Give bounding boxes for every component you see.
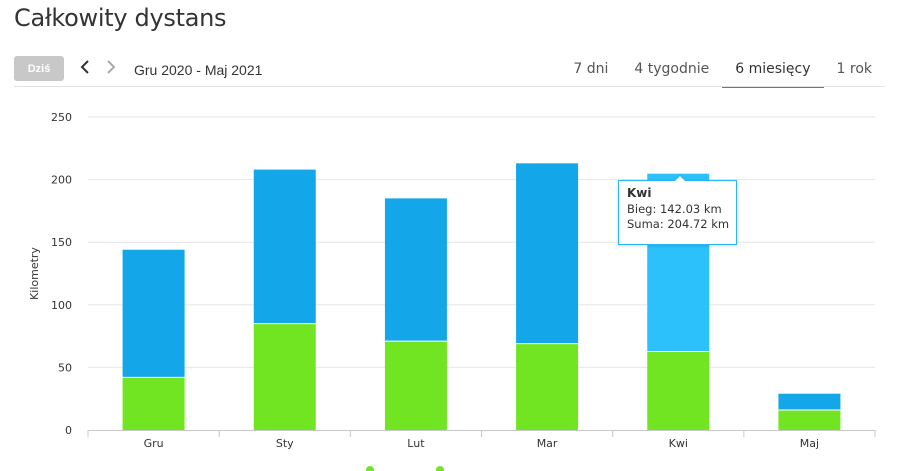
bar-segment-bottom <box>122 377 185 430</box>
period-tabs: 7 dni 4 tygodnie 6 miesięcy 1 rok <box>560 52 885 88</box>
y-tick-label: 100 <box>51 299 72 312</box>
y-tick-label: 200 <box>51 174 72 187</box>
y-tick-label: 250 <box>51 111 72 124</box>
tab-6-months[interactable]: 6 miesięcy <box>722 52 824 88</box>
chart-tooltip: Kwi Bieg: 142.03 km Suma: 204.72 km <box>618 174 737 245</box>
tooltip-total-value: Suma: 204.72 km <box>627 217 730 231</box>
bar-segment-top <box>516 163 579 344</box>
bar-segment-top <box>384 198 447 342</box>
tab-4-weeks[interactable]: 4 tygodnie <box>634 61 710 77</box>
y-tick-label: 150 <box>51 236 72 249</box>
x-tick-label: Sty <box>276 437 294 450</box>
chevron-left-icon[interactable] <box>77 58 93 76</box>
x-tick-label: Lut <box>407 437 425 450</box>
bar-segment-top <box>122 249 185 378</box>
bar-segment-bottom <box>778 409 841 430</box>
y-tick-label: 0 <box>65 424 72 437</box>
bar-segment-top <box>253 169 316 324</box>
today-button[interactable]: Dziś <box>14 56 64 81</box>
chart-toolbar: Dziś Gru 2020 - Maj 2021 7 dni 4 tygodni… <box>0 52 885 88</box>
x-tick-label: Gru <box>144 437 164 450</box>
tooltip-title: Kwi <box>627 186 652 200</box>
legend-marker-bottom-2[interactable] <box>436 466 444 471</box>
date-range-label: Gru 2020 - Maj 2021 <box>134 62 263 78</box>
chevron-right-icon[interactable] <box>103 58 119 76</box>
y-axis-title: Kilometry <box>28 247 41 300</box>
bar-segment-bottom <box>516 343 579 430</box>
bar-segment-bottom <box>253 323 316 430</box>
tab-7-days[interactable]: 7 dni <box>573 61 609 77</box>
y-tick-label: 50 <box>58 361 72 374</box>
page-title: Całkowity dystans <box>14 4 227 32</box>
bar-segment-top <box>778 393 841 410</box>
x-tick-label: Mar <box>537 437 558 450</box>
x-tick-label: Kwi <box>669 437 688 450</box>
bar-segment-bottom <box>647 351 710 430</box>
tab-1-year[interactable]: 1 rok <box>836 61 872 77</box>
tooltip-run-value: Bieg: 142.03 km <box>627 202 722 216</box>
toolbar-divider <box>14 86 885 87</box>
bar-segment-bottom <box>384 341 447 430</box>
x-tick-label: Maj <box>800 437 819 450</box>
legend-marker-bottom[interactable] <box>366 466 374 471</box>
